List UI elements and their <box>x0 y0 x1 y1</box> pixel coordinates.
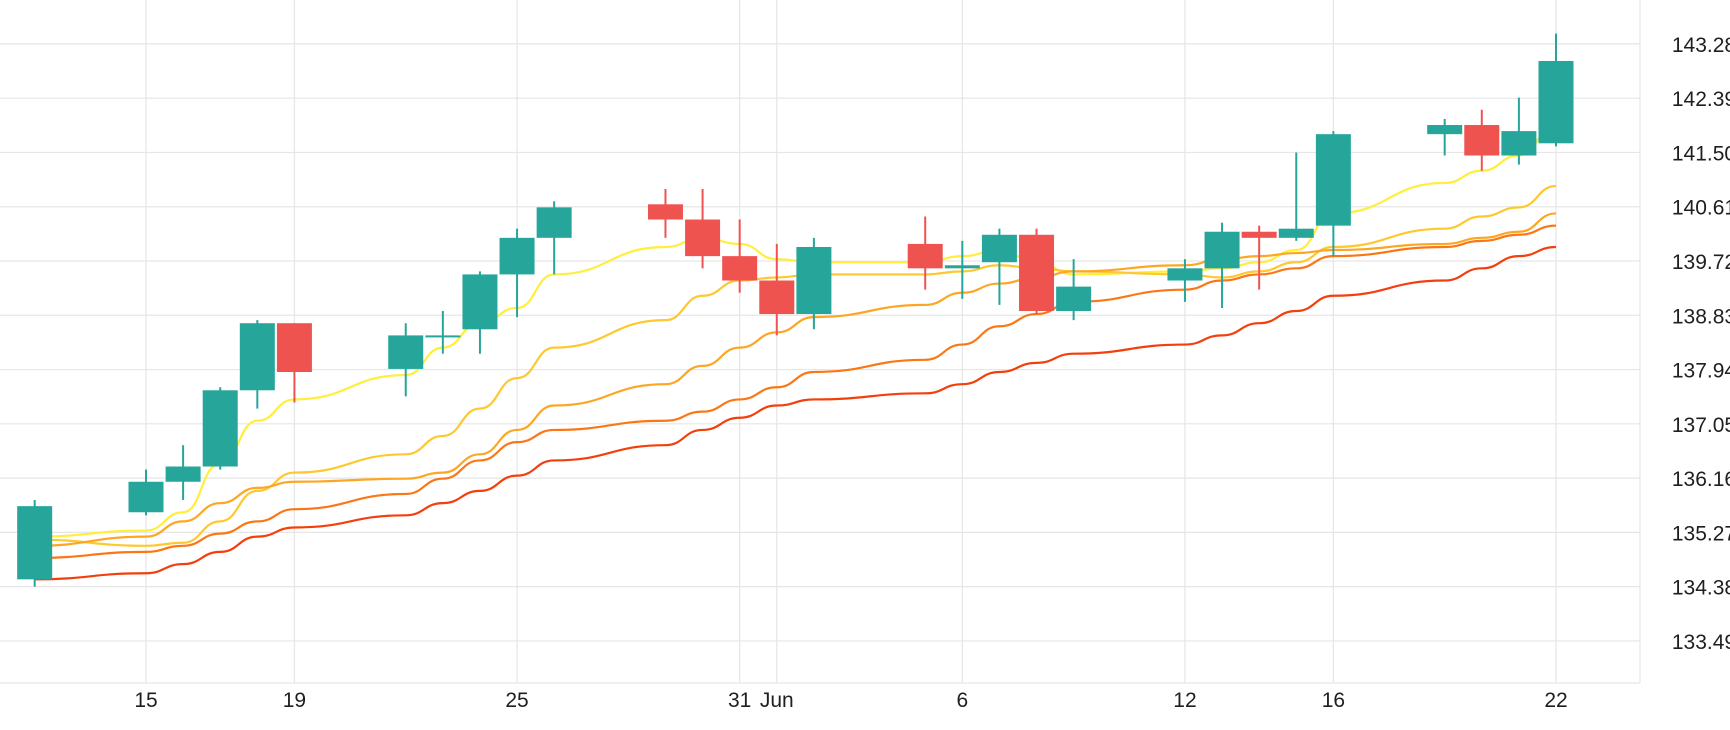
candle <box>1427 118 1463 156</box>
x-tick-label: 16 <box>1322 689 1345 712</box>
candle-body <box>1315 134 1351 226</box>
candle <box>1501 97 1537 165</box>
y-tick-label: 137.94 <box>1672 360 1730 383</box>
moving-average-line-5 <box>34 245 1557 581</box>
y-axis-labels: 143.28 142.39 141.50 140.61 139.72 138.83 137.… <box>1672 34 1730 654</box>
candle-body <box>647 204 683 220</box>
candle-body <box>1501 131 1537 156</box>
y-tick-label: 142.39 <box>1672 88 1730 111</box>
candle <box>647 189 683 238</box>
candle-body <box>1167 268 1203 281</box>
candle-body <box>944 265 980 269</box>
candle <box>239 320 275 409</box>
x-tick-label: 22 <box>1544 689 1567 712</box>
x-tick-label: 12 <box>1173 689 1196 712</box>
moving-average-line-4 <box>34 224 1557 560</box>
candle-body <box>499 237 535 275</box>
moving-average-line-2 <box>34 184 1557 547</box>
candle <box>462 271 498 354</box>
candle <box>1278 152 1314 241</box>
candle-body <box>1427 125 1463 135</box>
candle <box>981 228 1017 305</box>
candle <box>1056 259 1092 321</box>
candle <box>1204 222 1240 308</box>
y-tick-label: 134.38 <box>1672 577 1730 600</box>
x-axis-labels: 15 19 25 31 Jun 6 12 16 22 <box>134 689 1567 712</box>
candle <box>944 240 980 299</box>
moving-average-line-1 <box>34 123 1557 538</box>
candle-body <box>722 256 758 281</box>
moving-average-lines <box>34 123 1557 581</box>
candle <box>202 387 238 470</box>
candle-body <box>239 323 275 391</box>
candle <box>165 445 201 501</box>
x-tick-label: Jun <box>760 689 794 712</box>
candle-body <box>1056 286 1092 312</box>
candle-body <box>425 335 461 338</box>
candle-body <box>759 280 795 315</box>
candle <box>276 323 312 403</box>
y-tick-label: 140.61 <box>1672 197 1730 220</box>
candle <box>796 237 832 330</box>
y-tick-label: 141.50 <box>1672 142 1730 165</box>
x-tick-label: 6 <box>956 689 968 712</box>
candle <box>907 216 943 290</box>
candle-body <box>1538 60 1574 144</box>
x-tick-label: 15 <box>134 689 157 712</box>
y-tick-label: 135.27 <box>1672 522 1730 545</box>
candle <box>1464 109 1500 171</box>
candle <box>1167 259 1203 302</box>
y-tick-label: 133.49 <box>1672 631 1730 654</box>
candle-body <box>1019 234 1055 312</box>
y-tick-label: 137.05 <box>1672 414 1730 437</box>
candle-body <box>685 219 721 257</box>
x-tick-label: 19 <box>283 689 306 712</box>
y-tick-label: 136.16 <box>1672 468 1730 491</box>
candle-body <box>981 234 1017 263</box>
candle <box>759 243 795 336</box>
x-tick-label: 25 <box>505 689 528 712</box>
candle <box>722 219 758 293</box>
candle <box>1538 33 1574 147</box>
candle-body <box>1464 125 1500 156</box>
candle-body <box>17 506 53 580</box>
candle-body <box>796 246 832 315</box>
candle-body <box>1241 231 1277 238</box>
x-tick-label: 31 <box>728 689 751 712</box>
y-tick-label: 138.83 <box>1672 305 1730 328</box>
candle <box>425 311 461 354</box>
candle-body <box>128 481 164 513</box>
candle-body <box>202 390 238 467</box>
candles <box>17 33 1574 587</box>
y-tick-label: 139.72 <box>1672 251 1730 274</box>
candle-body <box>165 466 201 482</box>
candle-body <box>536 207 572 238</box>
candle <box>536 201 572 275</box>
candle-body <box>1204 231 1240 269</box>
candle <box>1241 225 1277 290</box>
candle <box>128 469 164 516</box>
candle-body <box>1278 228 1314 238</box>
vertical-gridlines <box>145 0 1557 683</box>
y-tick-label: 143.28 <box>1672 34 1730 57</box>
candle <box>388 323 424 397</box>
candle-body <box>388 335 424 369</box>
moving-average-line-3 <box>34 212 1557 547</box>
candle-body <box>907 243 943 269</box>
candle-body <box>462 274 498 330</box>
candle <box>1315 131 1351 257</box>
candle <box>17 500 53 587</box>
candle-body <box>276 323 312 372</box>
candle <box>499 228 535 318</box>
candle <box>1019 228 1055 315</box>
candle <box>685 189 721 269</box>
